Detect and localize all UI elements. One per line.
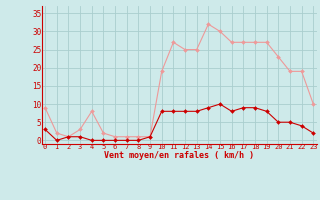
X-axis label: Vent moyen/en rafales ( km/h ): Vent moyen/en rafales ( km/h ) bbox=[104, 151, 254, 160]
